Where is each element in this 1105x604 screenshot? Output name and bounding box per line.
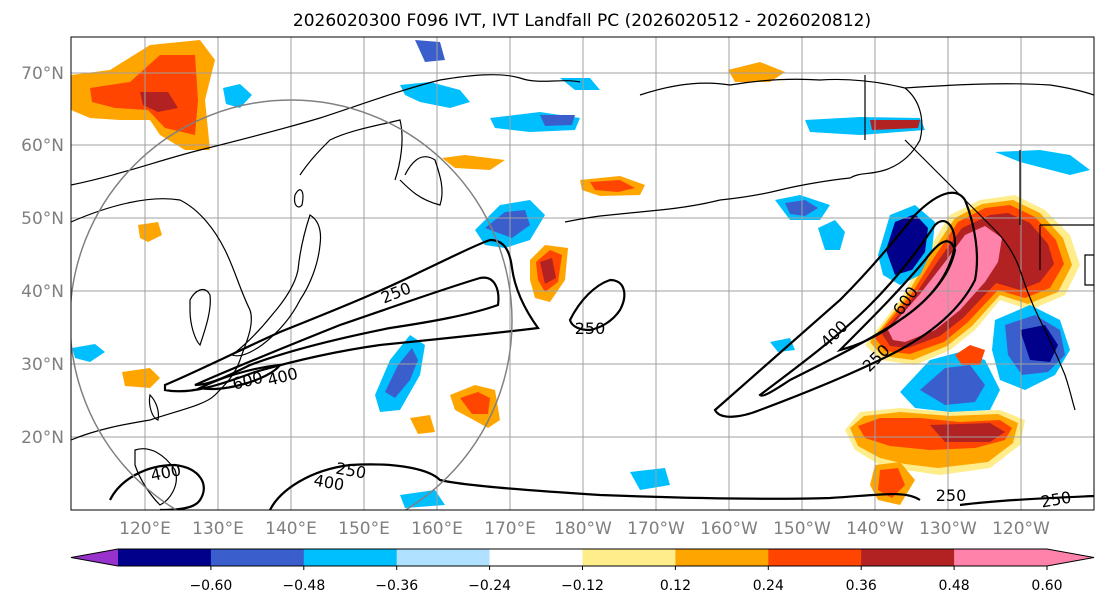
colorbar-swatch [118,549,212,566]
figure-title: 2026020300 F096 IVT, IVT Landfall PC (20… [293,11,871,31]
colorbar-tick-label: −0.36 [375,578,418,594]
aleutians [564,199,721,223]
colorbar-min-extension [71,549,118,566]
map-panel: 250 600 400 250 400 600 250 400 250 400 … [71,37,1094,512]
colorbar: −0.60 −0.48 −0.36 −0.24 −0.12 0.12 0.24 0.36 0.4… [70,548,1095,594]
contour-label: 250 [1039,488,1072,512]
colorbar-swatch [396,549,491,566]
lat-label: 30°N [21,355,64,375]
ivt-contours [109,191,1094,510]
colorbar-tick-label: −0.48 [282,578,325,594]
colorbar-swatch [582,549,676,566]
colorbar-swatch [861,549,955,566]
lon-label: 130°E [192,519,244,539]
colorbar-tick-label: −0.60 [189,578,232,594]
lon-label: 120°E [119,519,171,539]
lon-label: 130°W [919,519,977,539]
lon-label: 180°W [554,519,612,539]
colorbar-tick-label: 0.36 [846,578,877,594]
colorbar-outline [70,548,1095,567]
alaska-coast [639,78,923,201]
lon-label: 160°W [700,519,758,539]
lon-label: 170°W [627,519,685,539]
state-borders [1039,224,1094,286]
arctic-coast [904,83,1094,96]
colorbar-tick-label: −0.24 [468,578,511,594]
contour-250-se [959,494,1094,507]
lat-label: 50°N [21,209,64,229]
colorbar-swatch [954,549,1048,566]
colorbar-swatch [210,549,305,566]
coastlines [71,74,1094,506]
lon-label: 140°W [846,519,904,539]
contour-250-mid [568,278,626,332]
colorbar-tick-label: 0.12 [660,578,691,594]
colorbar-tick-label: 0.24 [753,578,784,594]
latitude-labels: 70°N 60°N 50°N 40°N 30°N 20°N [21,64,64,448]
lon-label: 170°E [484,519,536,539]
kamchatka [399,156,443,206]
taiwan [148,393,160,421]
contour-250-west [163,238,540,393]
east-asia-coast [71,198,252,441]
lat-label: 40°N [21,282,64,302]
colorbar-max-extension [1047,549,1094,566]
contour-label: 250 [575,319,606,338]
contour-600-east [836,240,957,353]
japan [230,214,322,357]
contour-south [109,463,921,510]
lon-label: 150°E [338,519,390,539]
lon-label: 160°E [411,519,463,539]
korea [189,288,211,347]
philippines [134,448,177,506]
na-west-coast [864,75,1076,411]
hokkaido [293,189,304,208]
colorbar-swatch [489,549,583,566]
colorbar-tick-label: 0.60 [1031,578,1062,594]
colorbar-tick-label: −0.12 [561,578,604,594]
colorbar-ticks: −0.60 −0.48 −0.36 −0.24 −0.12 0.12 0.24 0.36 0.4… [189,566,1063,594]
lat-label: 70°N [21,64,64,84]
contour-250-east [713,191,979,418]
okhotsk-coast [299,119,403,181]
landfall-radius-circle [71,99,513,510]
colorbar-swatch [768,549,862,566]
contour-400-west [194,276,500,387]
lat-label: 20°N [21,428,64,448]
lon-label: 120°W [992,519,1050,539]
colorbar-swatches [118,549,1048,566]
contour-600-west [196,363,283,391]
lon-label: 140°E [265,519,317,539]
lon-label: 150°W [773,519,831,539]
contour-label: 250 [936,486,967,505]
lat-label: 60°N [21,136,64,156]
colorbar-swatch [675,549,769,566]
colorbar-swatch [303,549,398,566]
longitude-labels: 120°E 130°E 140°E 150°E 160°E 170°E 180°… [119,519,1050,539]
map-frame [70,36,1095,511]
colorbar-tick-label: 0.48 [939,578,970,594]
contour-400-east [758,220,957,397]
